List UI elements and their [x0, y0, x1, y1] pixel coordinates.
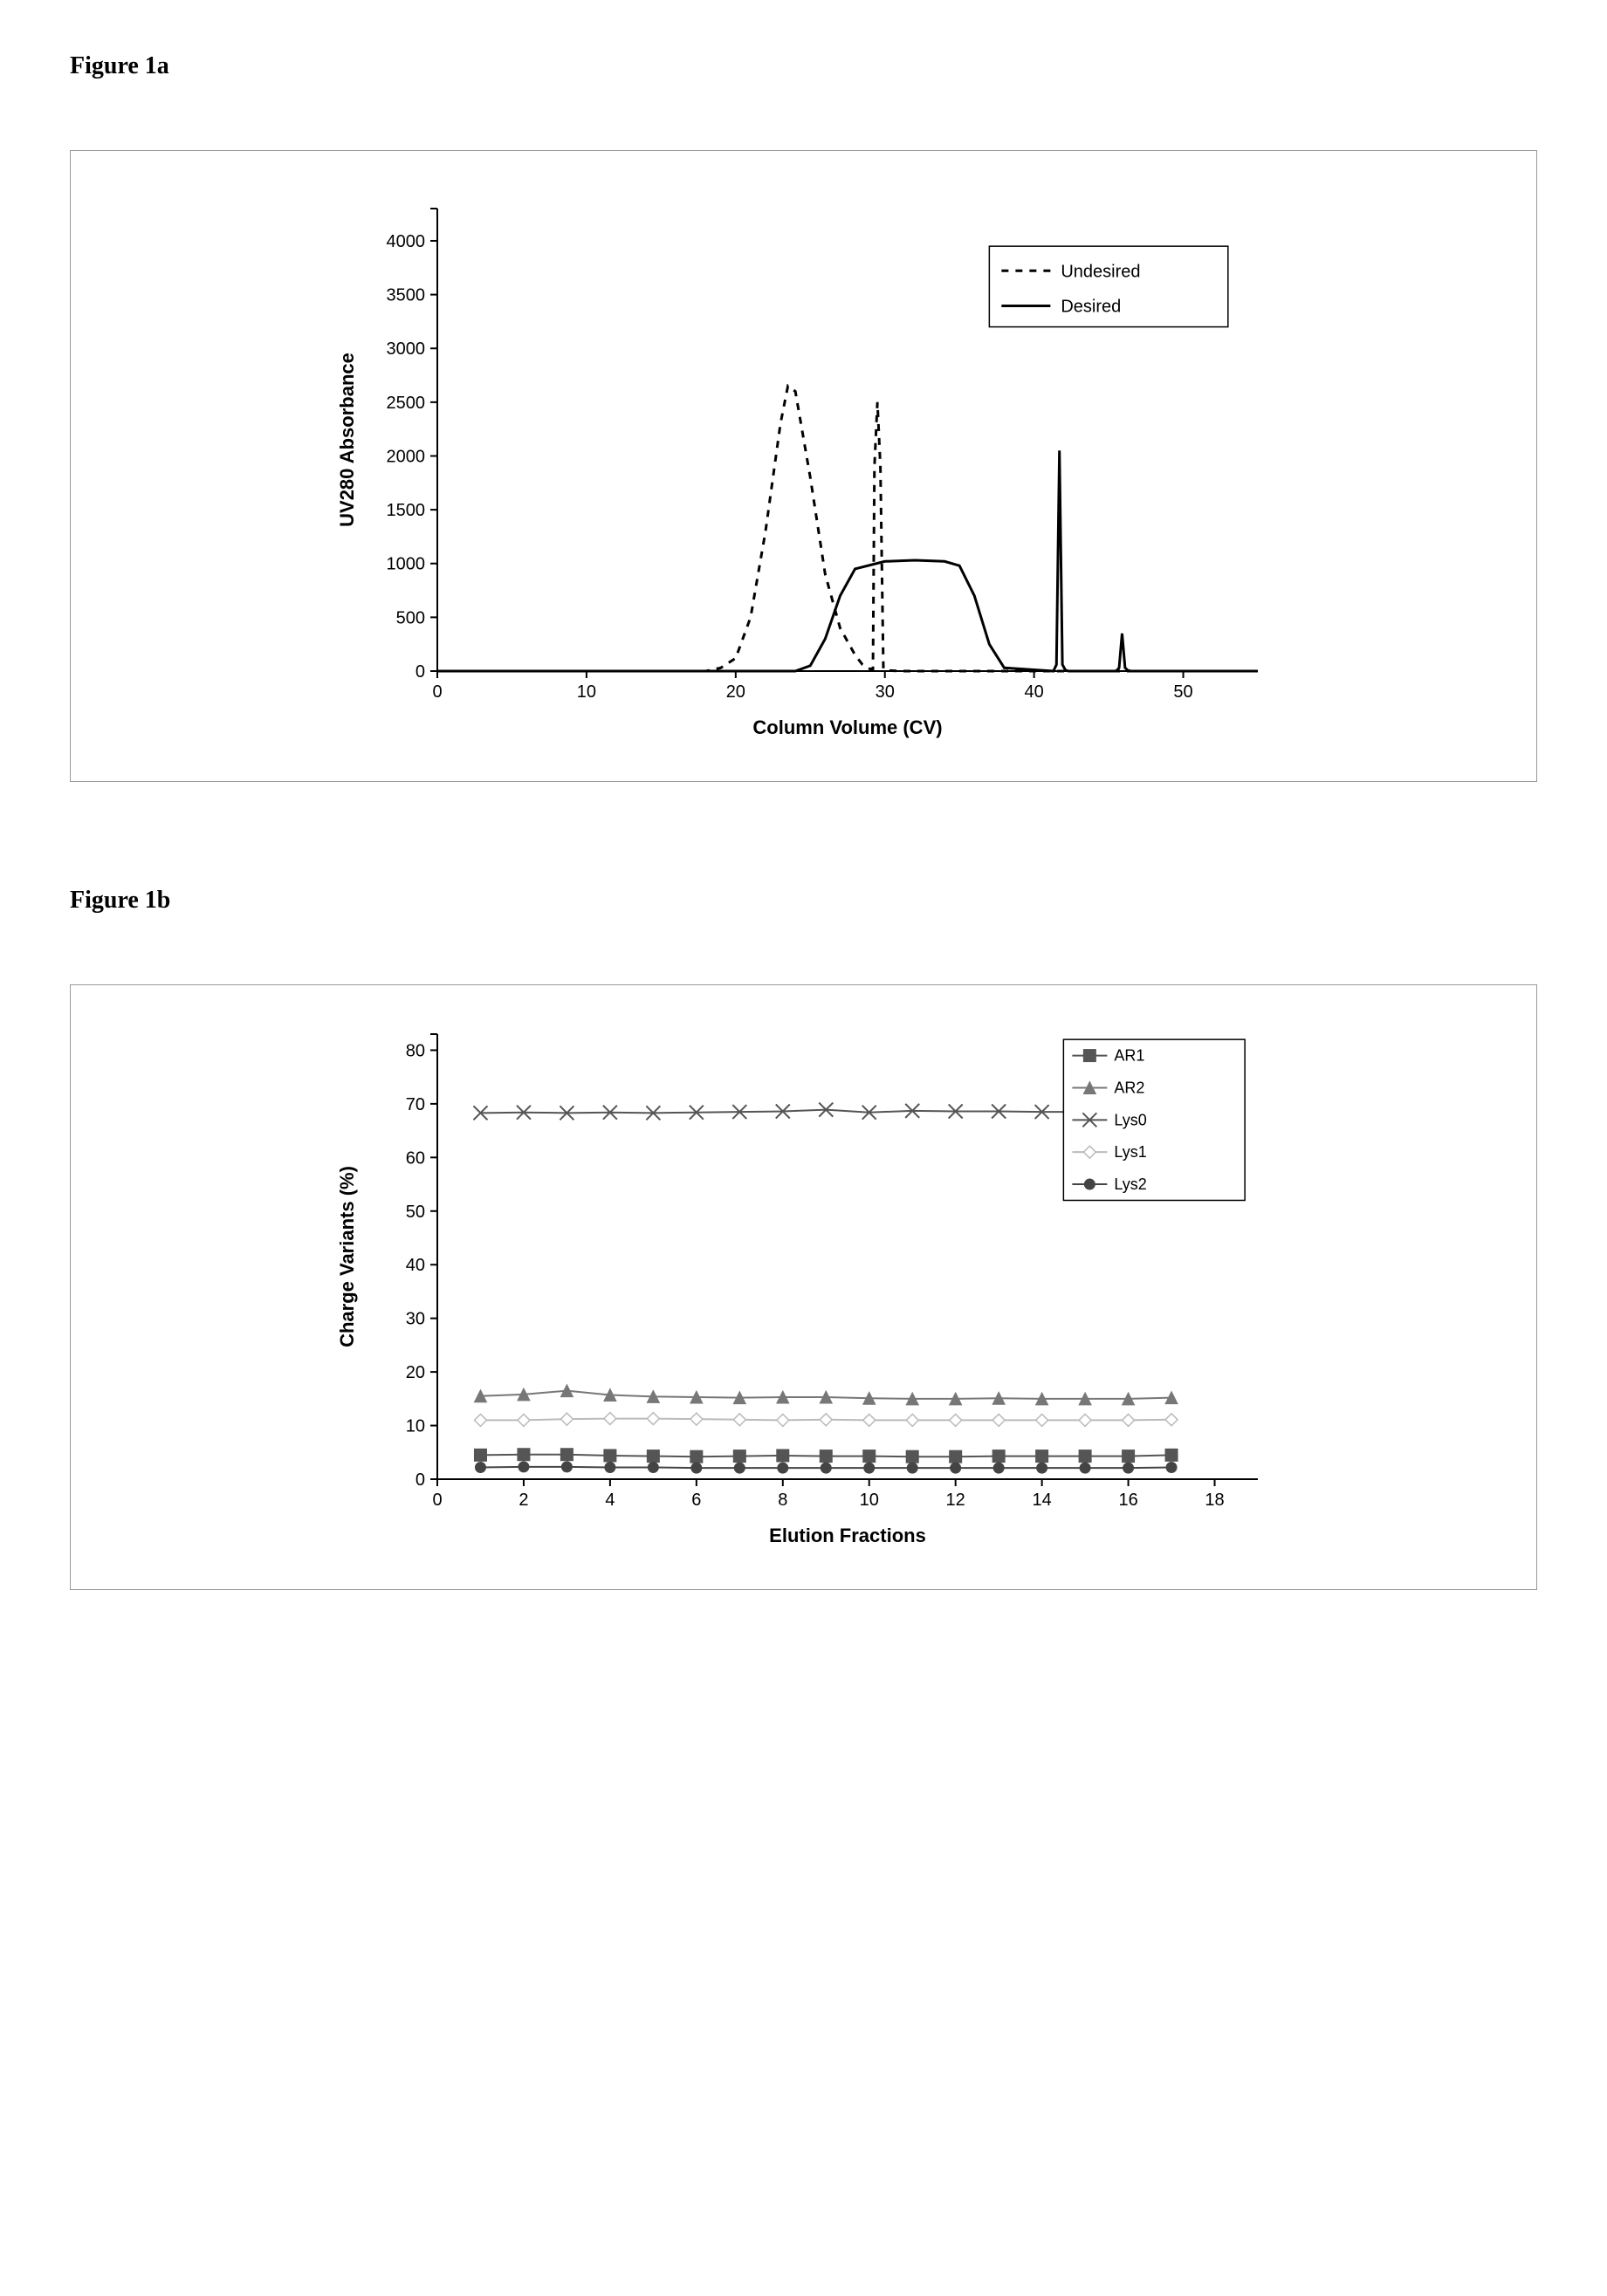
svg-text:8: 8 — [778, 1491, 787, 1510]
svg-text:Charge Variants (%): Charge Variants (%) — [336, 1166, 358, 1347]
legend-label-lys1: Lys1 — [1114, 1143, 1146, 1161]
figure-b-frame: 0 10 20 30 40 50 60 70 80 0 2 4 6 8 10 12 14 16 18 Elution … — [70, 984, 1537, 1590]
legend-label-desired: Desired — [1061, 297, 1121, 316]
svg-text:30: 30 — [405, 1310, 424, 1329]
svg-text:4: 4 — [605, 1491, 615, 1510]
svg-text:3000: 3000 — [386, 339, 425, 359]
figure-b-chart: 0 10 20 30 40 50 60 70 80 0 2 4 6 8 10 12 14 16 18 Elution … — [324, 1017, 1284, 1558]
legend-label-ar1: AR1 — [1114, 1047, 1144, 1065]
svg-text:6: 6 — [691, 1491, 701, 1510]
svg-text:60: 60 — [405, 1148, 424, 1168]
series-undesired — [437, 386, 1258, 671]
svg-text:1500: 1500 — [386, 501, 425, 520]
figure-b-label: Figure 1b — [70, 887, 1537, 915]
svg-text:0: 0 — [415, 1470, 424, 1490]
svg-text:0: 0 — [415, 662, 424, 682]
svg-text:4000: 4000 — [386, 232, 425, 251]
svg-text:12: 12 — [945, 1491, 965, 1510]
figure-a-chart: 0 500 1000 1500 2000 2500 3000 3500 4000 0 10 20 30 4… — [324, 182, 1284, 750]
figure-a-frame: 0 500 1000 1500 2000 2500 3000 3500 4000 0 10 20 30 4… — [70, 150, 1537, 782]
svg-text:500: 500 — [395, 608, 424, 627]
svg-text:0: 0 — [432, 1491, 442, 1510]
svg-text:40: 40 — [1024, 682, 1043, 702]
svg-text:UV280 Absorbance: UV280 Absorbance — [336, 353, 358, 527]
svg-text:2000: 2000 — [386, 447, 425, 466]
svg-text:10: 10 — [576, 682, 595, 702]
figure-a-label: Figure 1a — [70, 52, 1537, 80]
svg-text:20: 20 — [725, 682, 745, 702]
svg-text:Elution Fractions: Elution Fractions — [769, 1525, 926, 1546]
svg-text:14: 14 — [1032, 1491, 1051, 1510]
svg-text:40: 40 — [405, 1256, 424, 1275]
series-desired — [437, 450, 1258, 671]
svg-text:80: 80 — [405, 1041, 424, 1060]
svg-text:0: 0 — [432, 682, 442, 702]
legend-label-undesired: Undesired — [1061, 262, 1140, 281]
svg-text:2: 2 — [518, 1491, 528, 1510]
svg-text:1000: 1000 — [386, 555, 425, 574]
svg-text:18: 18 — [1205, 1491, 1224, 1510]
svg-text:70: 70 — [405, 1095, 424, 1114]
svg-text:20: 20 — [405, 1363, 424, 1382]
legend-label-lys2: Lys2 — [1114, 1175, 1146, 1193]
svg-text:16: 16 — [1118, 1491, 1137, 1510]
svg-text:3500: 3500 — [386, 286, 425, 305]
svg-text:50: 50 — [1173, 682, 1192, 702]
svg-text:10: 10 — [405, 1417, 424, 1436]
legend-label-ar2: AR2 — [1114, 1079, 1144, 1096]
svg-text:Column Volume (CV): Column Volume (CV) — [752, 716, 942, 738]
svg-text:10: 10 — [859, 1491, 878, 1510]
legend-label-lys0: Lys0 — [1114, 1111, 1146, 1128]
svg-text:30: 30 — [875, 682, 894, 702]
svg-text:50: 50 — [405, 1203, 424, 1222]
svg-text:2500: 2500 — [386, 394, 425, 413]
